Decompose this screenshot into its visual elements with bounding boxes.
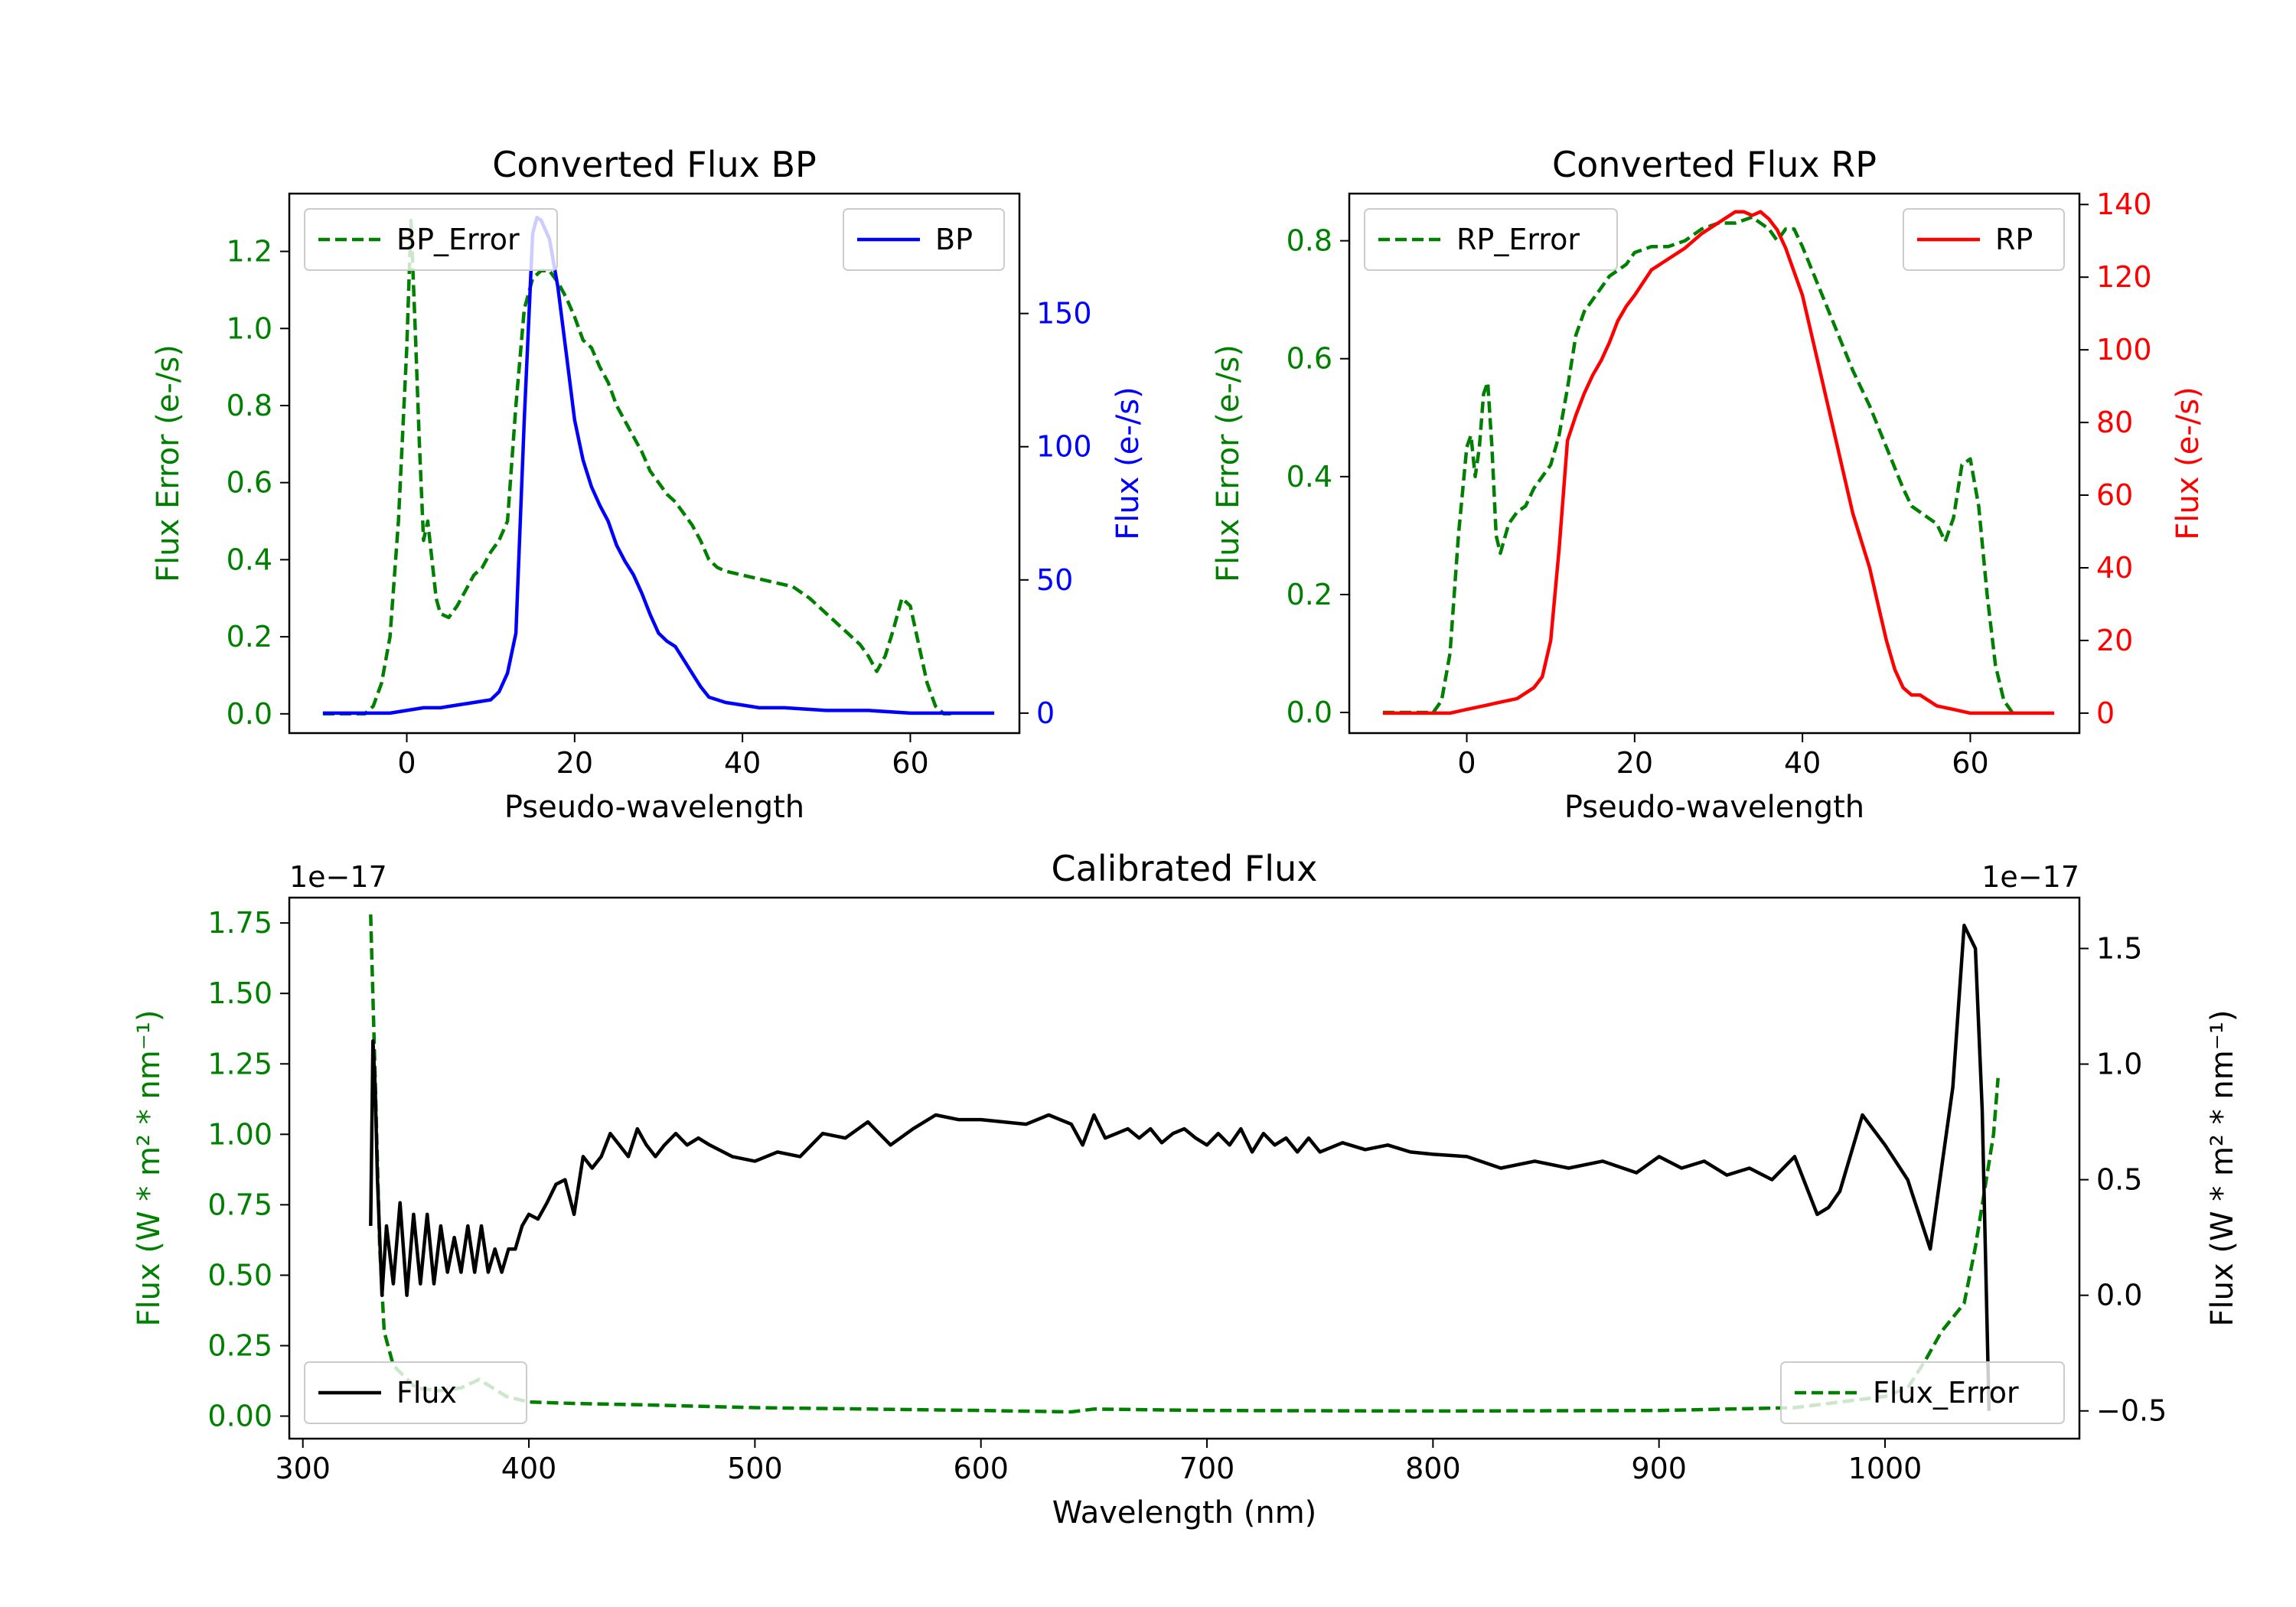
x-tick-label: 60 bbox=[892, 746, 928, 780]
x-tick-label: 600 bbox=[953, 1452, 1009, 1485]
y-left-tick-label: 1.0 bbox=[227, 311, 272, 345]
y-left-tick-label: 0.50 bbox=[207, 1258, 272, 1292]
y-left-tick-label: 1.2 bbox=[227, 235, 272, 269]
y-left-tick-label: 0.8 bbox=[1287, 224, 1332, 258]
y-left-tick-label: 0.0 bbox=[227, 697, 272, 731]
y-left-tick-label: 0.6 bbox=[1287, 342, 1332, 376]
x-tick-label: 40 bbox=[1784, 746, 1821, 780]
y-left-tick-label: 0.25 bbox=[207, 1328, 272, 1362]
x-tick-label: 1000 bbox=[1848, 1452, 1923, 1485]
y-left-tick-label: 0.6 bbox=[227, 466, 272, 500]
x-tick-label: 0 bbox=[1457, 746, 1476, 780]
legend-label: BP_Error bbox=[396, 223, 520, 256]
legend-box bbox=[1903, 208, 2065, 271]
y-right-tick-label: 80 bbox=[2096, 406, 2133, 439]
legend-flux: Flux bbox=[304, 1361, 527, 1424]
y-left-tick-label: 1.00 bbox=[207, 1117, 272, 1151]
x-axis-label: Pseudo-wavelength bbox=[504, 790, 804, 825]
y-left-tick-label: 0.4 bbox=[227, 543, 272, 576]
y-right-tick-label: 0.5 bbox=[2096, 1163, 2142, 1197]
x-tick-label: 60 bbox=[1952, 746, 1988, 780]
legend-rp-error: RP_Error bbox=[1364, 208, 1618, 271]
y-right-offset-text: 1e−17 bbox=[1981, 860, 2079, 894]
y-left-offset-text: 1e−17 bbox=[289, 860, 387, 894]
y-left-tick-label: 0.00 bbox=[207, 1400, 272, 1433]
y-right-axis-label: Flux (W * m² * nm⁻¹) bbox=[2205, 1010, 2240, 1327]
chart-cal: Calibrated Flux 300 400 500 600 700 800 900 1000… bbox=[132, 848, 2240, 1530]
y-right-tick-label: 50 bbox=[1036, 563, 1073, 597]
series-line-bp bbox=[322, 216, 995, 715]
series-line-flux-error bbox=[369, 914, 2000, 1414]
y-right-tick-label: −0.5 bbox=[2096, 1394, 2167, 1428]
x-tick-label: 500 bbox=[727, 1452, 783, 1485]
plot-frame bbox=[1348, 192, 2081, 735]
x-tick-label: 800 bbox=[1405, 1452, 1461, 1485]
y-right-axis-label: Flux (e-/s) bbox=[1110, 386, 1146, 539]
y-right-tick-label: 40 bbox=[2096, 551, 2133, 585]
y-right-tick-label: 120 bbox=[2096, 260, 2152, 294]
legend-label: Flux bbox=[396, 1376, 457, 1410]
legend-bp-error: BP_Error bbox=[304, 208, 558, 271]
legend-box bbox=[1780, 1361, 2065, 1424]
x-tick-label: 300 bbox=[275, 1452, 331, 1485]
y-left-axis-label: Flux Error (e-/s) bbox=[1211, 344, 1246, 582]
y-right-tick-label: 20 bbox=[2096, 624, 2133, 657]
chart-title: Calibrated Flux bbox=[1052, 848, 1318, 889]
plot-frame bbox=[288, 896, 2081, 1440]
chart-title: Converted Flux BP bbox=[492, 144, 817, 185]
x-tick-label: 40 bbox=[724, 746, 761, 780]
y-right-tick-label: 100 bbox=[1036, 430, 1092, 464]
y-left-tick-label: 0.2 bbox=[227, 620, 272, 654]
x-tick-label: 700 bbox=[1179, 1452, 1235, 1485]
y-left-axis-label: Flux (W * m² * nm⁻¹) bbox=[132, 1010, 167, 1327]
y-left-tick-label: 1.50 bbox=[207, 976, 272, 1010]
y-left-tick-label: 0.8 bbox=[227, 389, 272, 422]
legend-label: RP bbox=[1995, 223, 2033, 256]
legend-box bbox=[304, 208, 558, 271]
y-left-tick-label: 0.2 bbox=[1287, 578, 1332, 611]
chart-bp: Converted Flux BP 0 20 40 60 Pseudo-wavelengt… bbox=[151, 144, 1146, 825]
y-right-tick-label: 1.5 bbox=[2096, 931, 2142, 965]
series-line-rp bbox=[1382, 210, 2055, 715]
y-right-tick-label: 1.0 bbox=[2096, 1048, 2142, 1081]
x-tick-label: 20 bbox=[1616, 746, 1653, 780]
y-left-tick-label: 0.4 bbox=[1287, 460, 1332, 494]
legend-label: Flux_Error bbox=[1873, 1376, 2019, 1410]
y-left-tick-label: 0.75 bbox=[207, 1188, 272, 1221]
y-left-tick-label: 1.75 bbox=[207, 906, 272, 940]
plot-frame bbox=[288, 192, 1021, 735]
legend-label: BP bbox=[935, 223, 973, 256]
legend-box bbox=[304, 1361, 527, 1424]
y-right-tick-label: 0 bbox=[1036, 696, 1055, 730]
x-tick-label: 0 bbox=[397, 746, 416, 780]
chart-rp: Converted Flux RP 0 20 40 60 Pseudo-wavelengt… bbox=[1211, 144, 2206, 825]
legend-bp: BP bbox=[843, 208, 1005, 271]
x-axis-label: Wavelength (nm) bbox=[1052, 1495, 1317, 1530]
y-right-tick-label: 100 bbox=[2096, 333, 2152, 367]
x-tick-label: 20 bbox=[556, 746, 593, 780]
x-tick-label: 400 bbox=[501, 1452, 557, 1485]
series-line-bp-error bbox=[322, 219, 953, 716]
y-right-tick-label: 0.0 bbox=[2096, 1279, 2142, 1312]
y-right-axis-label: Flux (e-/s) bbox=[2170, 386, 2206, 539]
y-left-tick-label: 1.25 bbox=[207, 1047, 272, 1081]
y-right-tick-label: 60 bbox=[2096, 478, 2133, 512]
x-tick-label: 900 bbox=[1631, 1452, 1687, 1485]
y-right-tick-label: 140 bbox=[2096, 187, 2152, 221]
legend-box bbox=[843, 208, 1005, 271]
y-right-tick-label: 150 bbox=[1036, 297, 1092, 331]
x-axis-label: Pseudo-wavelength bbox=[1564, 790, 1864, 825]
legend-rp: RP bbox=[1903, 208, 2065, 271]
legend-flux-error: Flux_Error bbox=[1780, 1361, 2065, 1424]
y-left-axis-label: Flux Error (e-/s) bbox=[151, 344, 186, 582]
y-right-tick-label: 0 bbox=[2096, 696, 2115, 730]
legend-box bbox=[1364, 208, 1618, 271]
legend-label: RP_Error bbox=[1456, 223, 1580, 256]
y-left-tick-label: 0.0 bbox=[1287, 696, 1332, 729]
series-line-flux bbox=[369, 924, 1991, 1411]
chart-title: Converted Flux RP bbox=[1552, 144, 1877, 185]
series-line-rp-error bbox=[1382, 215, 2014, 715]
